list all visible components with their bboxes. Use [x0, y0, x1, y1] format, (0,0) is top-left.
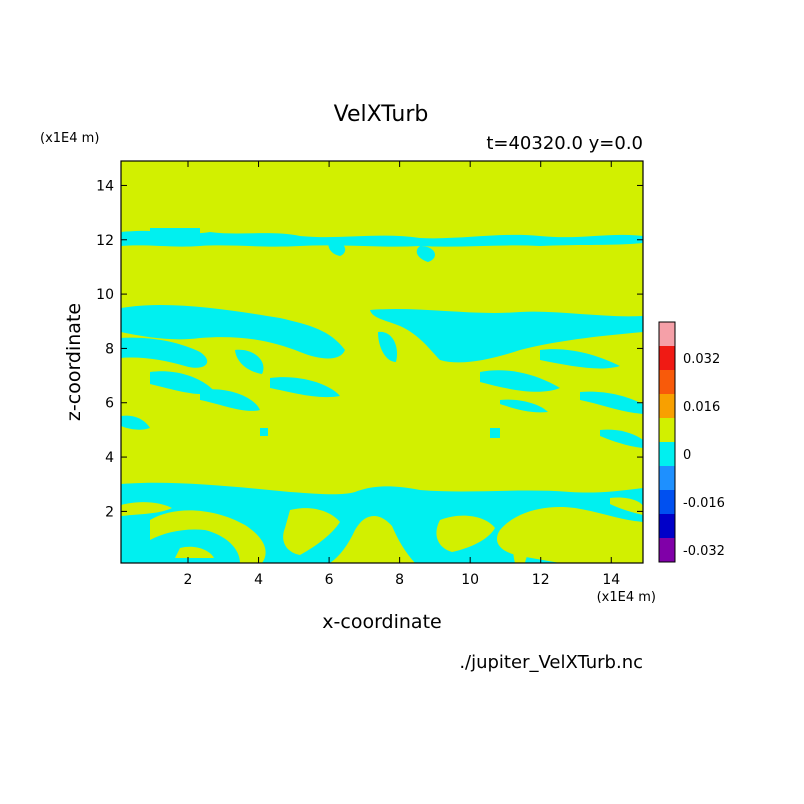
x-tick-label: 10 — [461, 572, 479, 588]
positive-velocity-region — [175, 546, 214, 558]
colorbar-cell — [659, 346, 675, 370]
negative-velocity-region — [150, 228, 200, 234]
y-axis: 2 4 6 8 10 12 14 — [96, 178, 643, 520]
negative-velocity-region — [200, 389, 260, 411]
x-axis-label: x-coordinate — [322, 611, 441, 633]
negative-velocity-region — [490, 428, 500, 438]
positive-velocity-region — [513, 517, 611, 563]
negative-velocity-region — [150, 371, 215, 395]
negative-velocity-region — [580, 391, 643, 414]
negative-velocity-region — [121, 305, 345, 359]
colorbar-cell — [659, 370, 675, 394]
colorbar-cell — [659, 418, 675, 442]
colorbar-label: 0 — [683, 448, 691, 463]
x-tick-label: 12 — [532, 572, 550, 588]
negative-velocity-region — [121, 337, 208, 368]
negative-velocity-region — [600, 429, 643, 448]
chart-title: VelXTurb — [334, 102, 429, 127]
colorbar-cell — [659, 442, 675, 466]
negative-velocity-region — [416, 246, 435, 262]
negative-velocity-region — [500, 399, 548, 413]
positive-velocity-region — [360, 538, 384, 556]
negative-velocity-region — [260, 428, 268, 436]
positive-velocity-region — [150, 510, 266, 563]
negative-velocity-region — [540, 349, 620, 369]
x-tick-label: 14 — [602, 572, 620, 588]
positive-velocity-region — [121, 502, 172, 516]
y-tick-label: 14 — [96, 178, 114, 194]
negative-velocity-region — [370, 309, 643, 363]
y-tick-label: 6 — [105, 396, 114, 412]
colorbar-cell — [659, 514, 675, 538]
colorbar-cell — [659, 394, 675, 418]
y-tick-label: 8 — [105, 341, 114, 357]
negative-velocity-region — [378, 331, 398, 362]
negative-velocity-region — [270, 377, 340, 398]
x-tick-label: 6 — [325, 572, 334, 588]
colorbar-label: -0.016 — [683, 496, 725, 511]
positive-velocity-region — [283, 508, 340, 555]
colorbar-label: -0.032 — [683, 544, 725, 559]
x-tick-label: 8 — [395, 572, 404, 588]
colorbar-cell — [659, 490, 675, 514]
y-axis-label: z-coordinate — [63, 303, 85, 421]
x-axis: 2 4 6 8 10 12 14 — [184, 161, 620, 588]
source-file-label: ./jupiter_VelXTurb.nc — [459, 652, 643, 673]
negative-velocity-region — [235, 349, 264, 374]
positive-velocity-region — [610, 497, 643, 515]
negative-velocity-region — [121, 230, 643, 247]
y-tick-label: 10 — [96, 287, 114, 303]
x-tick-label: 4 — [254, 572, 263, 588]
negative-velocity-region — [328, 240, 346, 256]
x-scale-label: (x1E4 m) — [597, 590, 656, 605]
y-scale-label: (x1E4 m) — [40, 131, 99, 146]
plot-area: 2 4 6 8 10 12 14 2 4 6 8 10 12 14 — [96, 160, 644, 588]
y-tick-label: 2 — [105, 504, 114, 520]
x-tick-label: 2 — [184, 572, 193, 588]
y-tick-label: 4 — [105, 450, 114, 466]
colorbar-cell — [659, 322, 675, 346]
colorbar-frame — [658, 321, 676, 563]
negative-velocity-region — [121, 415, 150, 430]
colorbar-label: 0.032 — [683, 352, 720, 367]
negative-velocity-region — [480, 370, 560, 392]
plot-frame — [120, 160, 644, 564]
y-tick-label: 12 — [96, 233, 114, 249]
colorbar-cell — [659, 538, 675, 562]
chart-subtitle: t=40320.0 y=0.0 — [486, 133, 643, 154]
colorbar-label: 0.016 — [683, 400, 720, 415]
colorbar: 0.032 0.016 0 -0.016 -0.032 — [658, 321, 725, 563]
colorbar-cell — [659, 466, 675, 490]
negative-region-layer — [121, 228, 643, 563]
positive-velocity-region — [436, 515, 495, 552]
